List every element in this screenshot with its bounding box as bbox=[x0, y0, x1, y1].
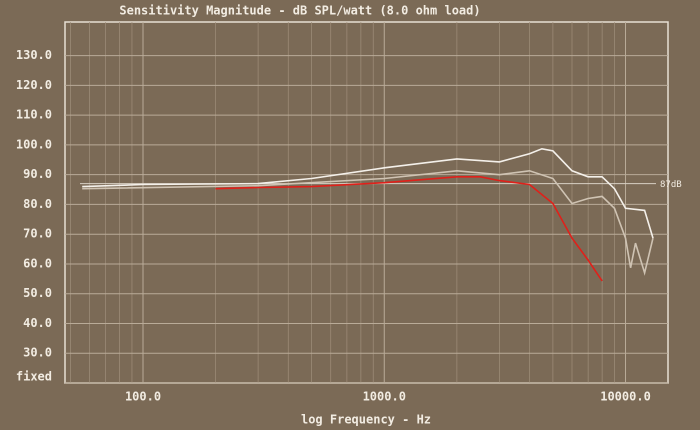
y-tick-label: 130.0 bbox=[16, 48, 52, 62]
series-line bbox=[82, 169, 654, 276]
y-tick-label: 110.0 bbox=[16, 108, 52, 122]
series-line bbox=[82, 147, 654, 239]
y-tick-label: 40.0 bbox=[23, 316, 52, 330]
x-axis-label: log Frequency - Hz bbox=[301, 413, 431, 427]
y-tick-label: 120.0 bbox=[16, 78, 52, 92]
x-tick-label: 10000.0 bbox=[600, 390, 651, 404]
y-tick-label: 90.0 bbox=[23, 167, 52, 181]
y-tick-label: 100.0 bbox=[16, 137, 52, 151]
chart-title: Sensitivity Magnitude - dB SPL/watt (8.0… bbox=[119, 4, 480, 18]
y-tick-label: 70.0 bbox=[23, 227, 52, 241]
y-tick-label: 50.0 bbox=[23, 286, 52, 300]
reference-label: 87dB bbox=[660, 180, 682, 190]
y-tick-label: 80.0 bbox=[23, 197, 52, 211]
y-tick-label: fixed bbox=[16, 370, 52, 384]
series-line bbox=[215, 176, 603, 282]
y-tick-label: 30.0 bbox=[23, 346, 52, 360]
x-tick-label: 1000.0 bbox=[363, 390, 406, 404]
x-tick-label: 100.0 bbox=[125, 390, 161, 404]
y-tick-label: 60.0 bbox=[23, 256, 52, 270]
